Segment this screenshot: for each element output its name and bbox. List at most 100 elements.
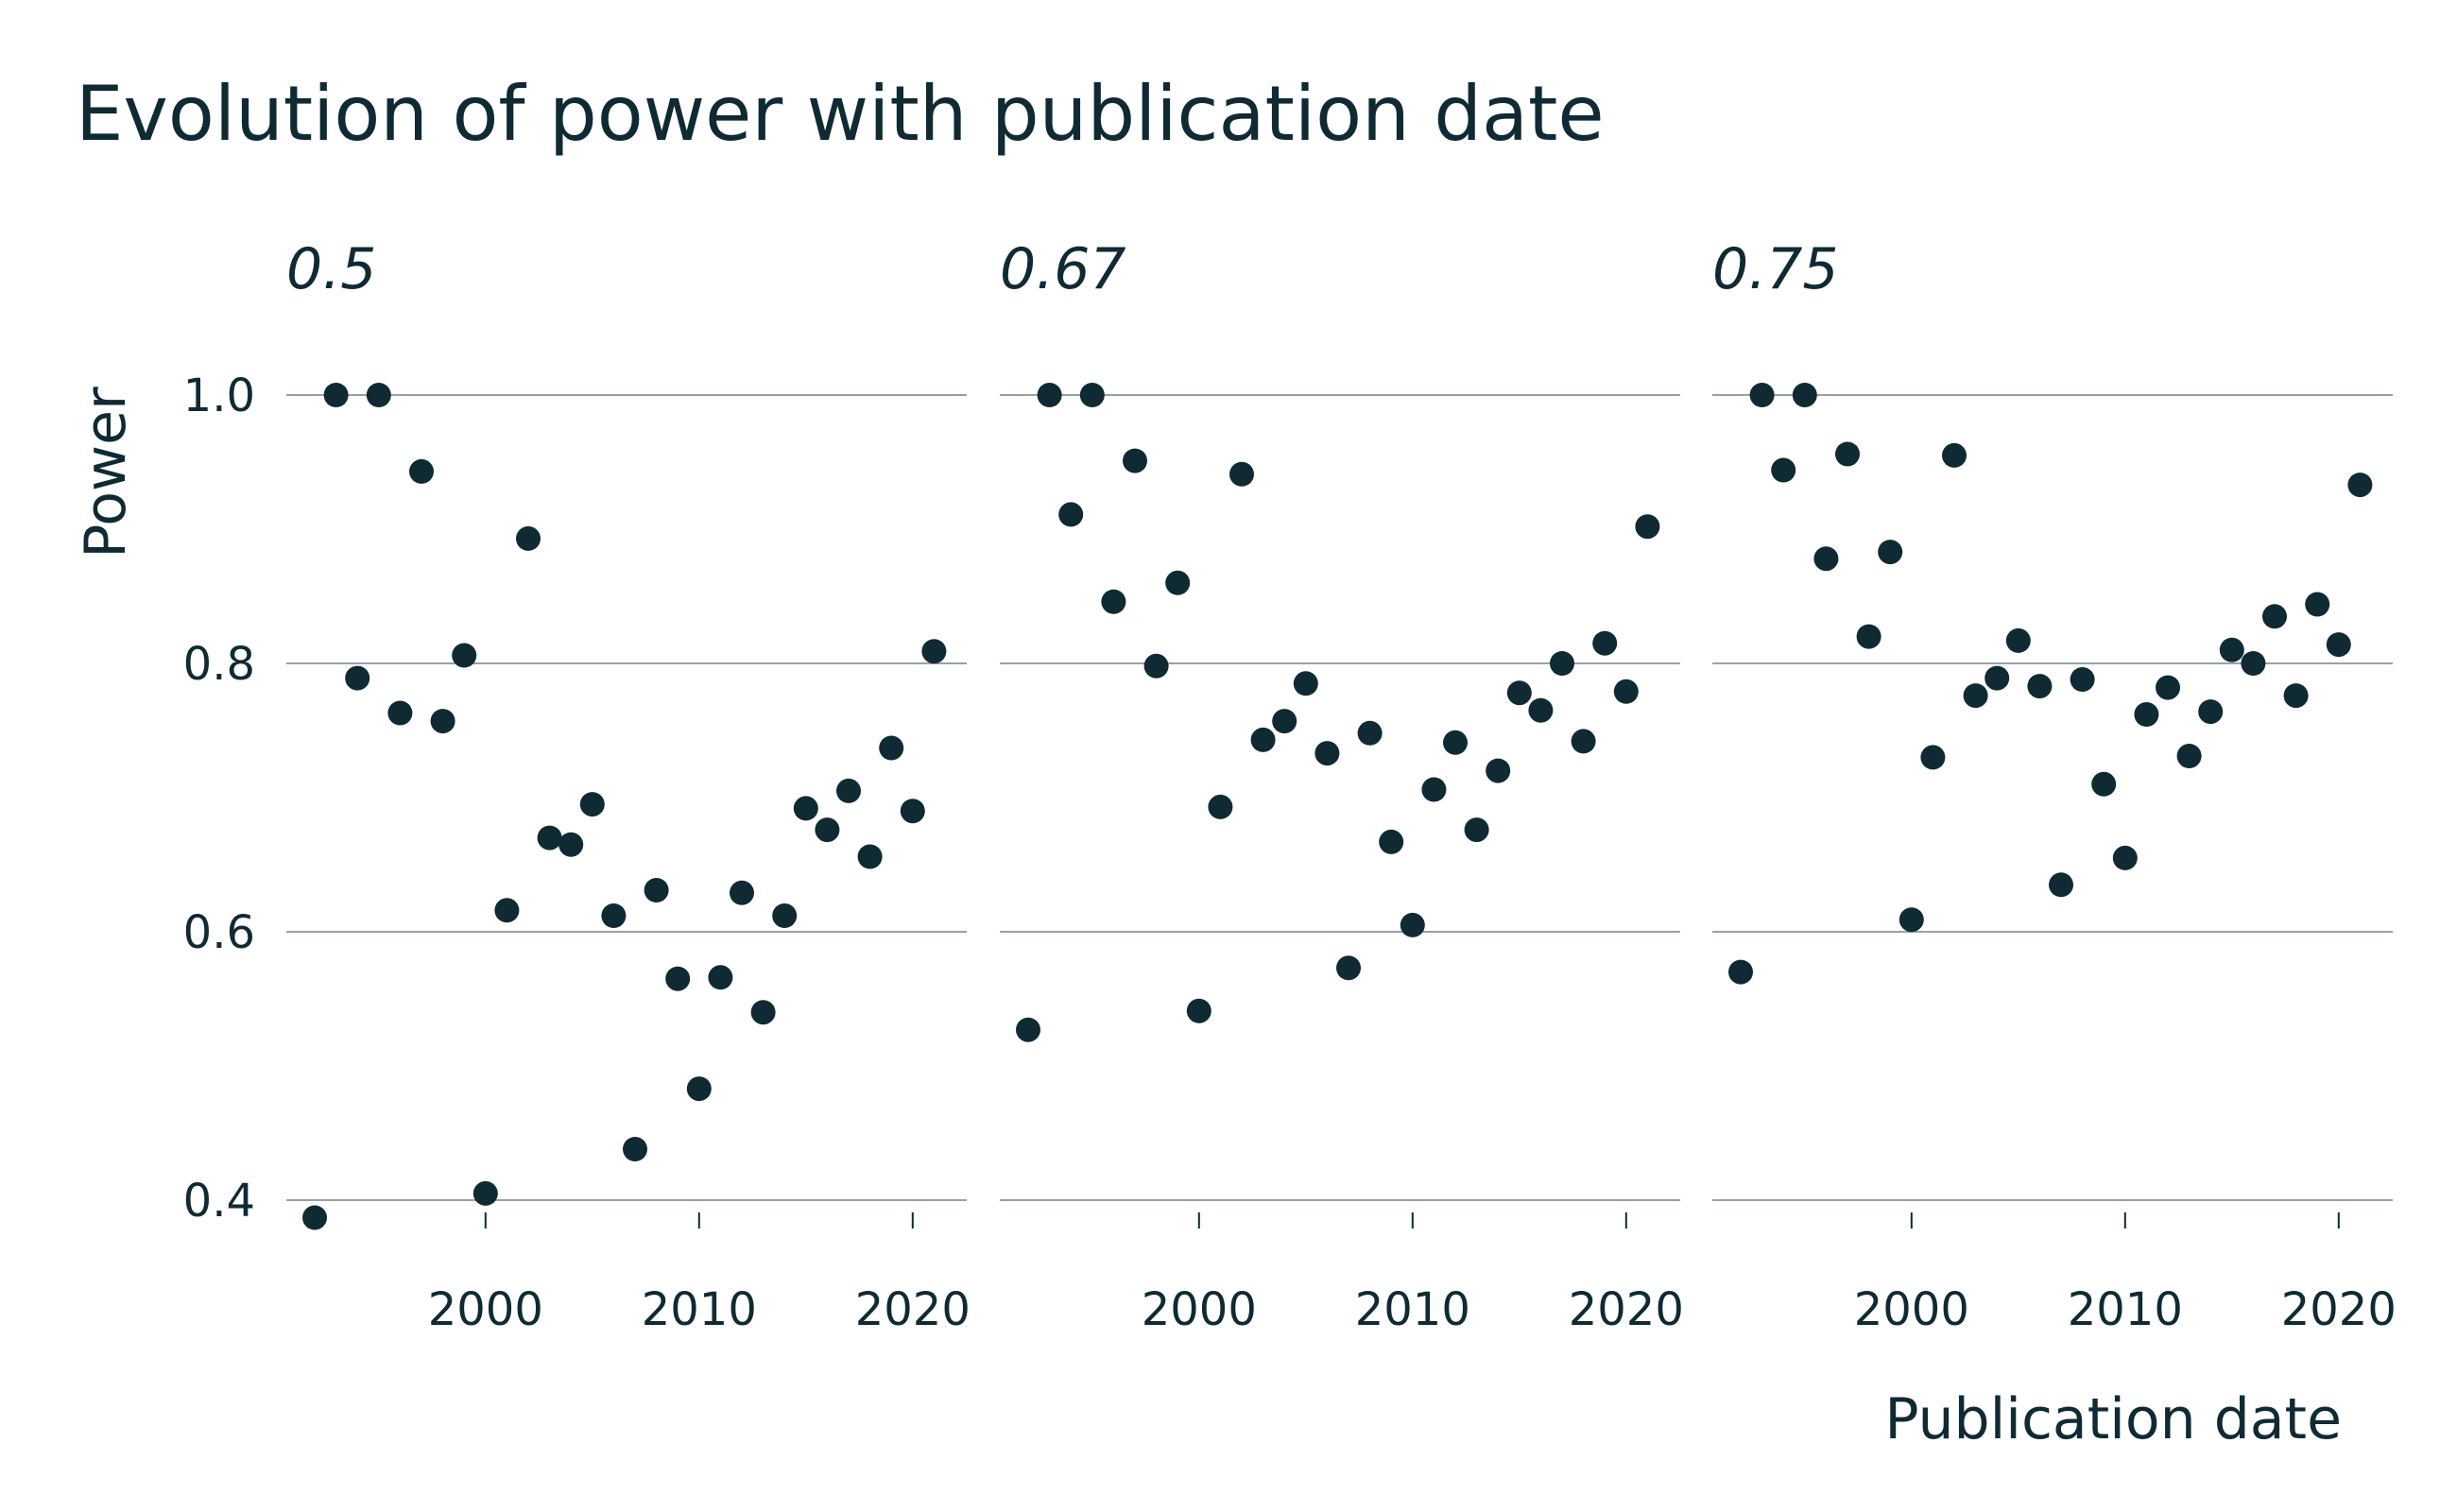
data-point [1016,1017,1040,1042]
data-point [2326,632,2351,658]
data-point [1272,709,1297,734]
data-point [1293,671,1318,696]
data-point [836,778,861,803]
data-point [409,458,434,484]
data-point [1942,442,1967,468]
data-point [1878,540,1903,565]
data-point [2112,845,2138,870]
data-point [1506,680,1532,706]
facet-label: 0.67 [1000,236,1126,302]
data-point [579,792,605,817]
data-point [750,1000,776,1025]
data-point [2156,675,2180,700]
data-point [879,735,904,761]
data-point [472,1180,498,1206]
x-axis-title: Publication date [1884,1386,2342,1452]
y-tick-label: 0.8 [183,638,255,691]
data-point [1899,907,1924,933]
y-axis-tick-labels: 0.4 0.6 0.8 1.0 [183,369,255,1228]
data-point [1229,461,1254,487]
data-point [1592,630,1618,656]
data-point [1379,829,1404,854]
data-point [1357,720,1383,746]
data-point [1336,955,1361,981]
data-point [1058,502,1084,527]
x-tick-label: 2010 [2068,1283,2183,1336]
data-point [1963,683,1988,709]
data-point [2305,592,2330,617]
data-point [302,1205,327,1230]
data-point [1550,651,1574,676]
data-point [1528,697,1554,723]
data-point [793,796,818,821]
data-point [1037,383,1062,407]
data-point [1123,448,1147,473]
x-tick-label: 2020 [1569,1283,1684,1336]
data-point [2049,872,2073,898]
data-point [1984,665,2010,691]
data-point [772,903,798,928]
data-point [430,709,455,734]
facets: 0.5 2000 2010 2020 0.67 2000 2010 2020 0.75 2000 2… [286,236,2397,1336]
data-point [452,643,477,668]
facet-label: 0.5 [286,236,376,302]
data-point [1165,570,1191,595]
x-tick-label: 2000 [1854,1283,1969,1336]
x-tick-label: 2000 [1142,1283,1257,1336]
data-point [2241,651,2266,676]
y-tick-label: 1.0 [183,369,255,422]
data-point [1186,998,1211,1023]
y-axis-title: Power [73,387,139,558]
data-point [1486,758,1511,783]
facet-label: 0.75 [1712,236,1839,302]
x-tick-label: 2020 [855,1283,971,1336]
data-point [857,844,883,869]
data-point [1835,441,1860,467]
data-point [366,383,391,407]
data-point [1208,794,1233,819]
x-tick-label: 2000 [428,1283,543,1336]
data-point [2027,674,2053,699]
data-point [516,525,541,551]
data-point [2262,604,2287,629]
data-point [1079,383,1105,407]
chart-title: Evolution of power with publication date [76,70,1605,158]
data-point [2198,699,2224,725]
data-point [323,383,349,407]
data-point [537,825,562,850]
data-point [1920,745,1946,770]
data-point [900,799,925,824]
data-point [1314,741,1340,766]
data-point [1728,959,1753,985]
data-point [708,965,733,990]
data-point [730,880,754,905]
data-point [2283,683,2309,709]
data-point [1101,589,1126,614]
x-tick-label: 2020 [2281,1283,2397,1336]
data-point [1792,383,1817,407]
data-point [345,665,370,691]
data-point [1613,679,1639,704]
data-point [1571,729,1596,754]
data-point [1400,912,1425,937]
data-point [1749,383,1775,407]
data-point [1813,546,1839,572]
data-point [1443,730,1468,755]
data-point [2176,744,2202,768]
y-tick-label: 0.4 [183,1175,255,1228]
data-point [644,878,669,902]
data-point [387,700,413,726]
data-point [1771,457,1796,483]
data-point [2347,472,2373,498]
x-tick-label: 2010 [642,1283,757,1336]
data-point [2134,702,2159,727]
facet-panel: 0.5 2000 2010 2020 [286,236,971,1336]
facet-panel: 0.67 2000 2010 2020 [1000,236,1684,1336]
data-point [2070,667,2095,692]
data-point [921,639,947,664]
data-point [686,1076,712,1102]
data-point [494,898,520,923]
facet-panel: 0.75 2000 2010 2020 [1712,236,2397,1336]
data-point [815,817,840,843]
